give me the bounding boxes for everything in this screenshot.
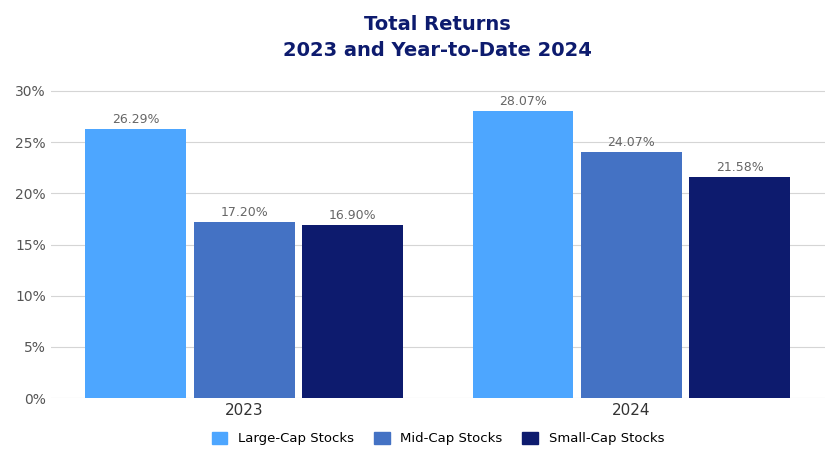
Legend: Large-Cap Stocks, Mid-Cap Stocks, Small-Cap Stocks: Large-Cap Stocks, Mid-Cap Stocks, Small-… xyxy=(207,427,669,451)
Bar xyxy=(86,129,186,398)
Text: 28.07%: 28.07% xyxy=(499,94,547,108)
Title: Total Returns
2023 and Year-to-Date 2024: Total Returns 2023 and Year-to-Date 2024 xyxy=(283,15,592,60)
Text: 21.58%: 21.58% xyxy=(716,161,764,174)
Text: 17.20%: 17.20% xyxy=(220,206,268,219)
Bar xyxy=(473,110,574,398)
Text: 24.07%: 24.07% xyxy=(607,135,655,149)
Bar xyxy=(194,222,295,398)
Bar xyxy=(690,177,790,398)
Text: 26.29%: 26.29% xyxy=(112,113,160,126)
Text: 16.90%: 16.90% xyxy=(328,209,376,222)
Bar xyxy=(302,225,403,398)
Bar xyxy=(581,152,682,398)
